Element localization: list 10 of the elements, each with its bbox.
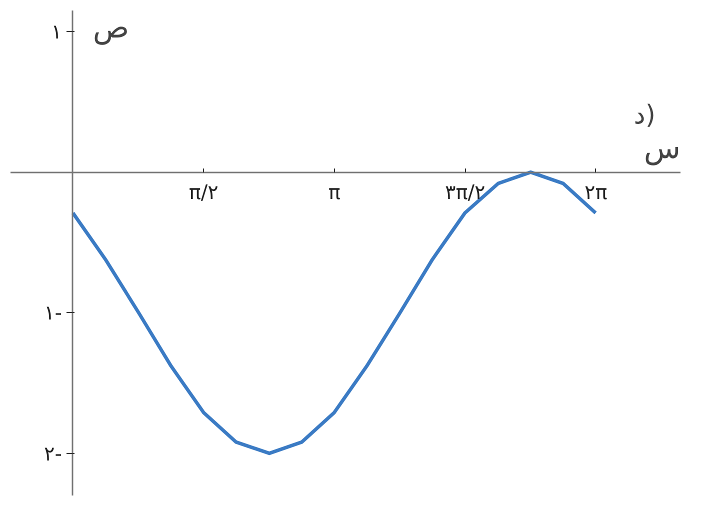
x-axis-title: س	[644, 131, 681, 166]
x-tick-label: ٢π	[584, 180, 608, 204]
y-axis-title: ص	[92, 10, 130, 46]
x-tick-label: ٣π/٢	[445, 180, 486, 204]
y-tick-label: ١	[51, 20, 62, 44]
y-tick-label: ١-	[44, 300, 62, 325]
y-tick-label: ٢-	[44, 441, 62, 466]
annotation: د)	[634, 100, 656, 130]
x-tick-label: π/٢	[188, 180, 218, 204]
x-tick-label: π	[328, 180, 340, 204]
